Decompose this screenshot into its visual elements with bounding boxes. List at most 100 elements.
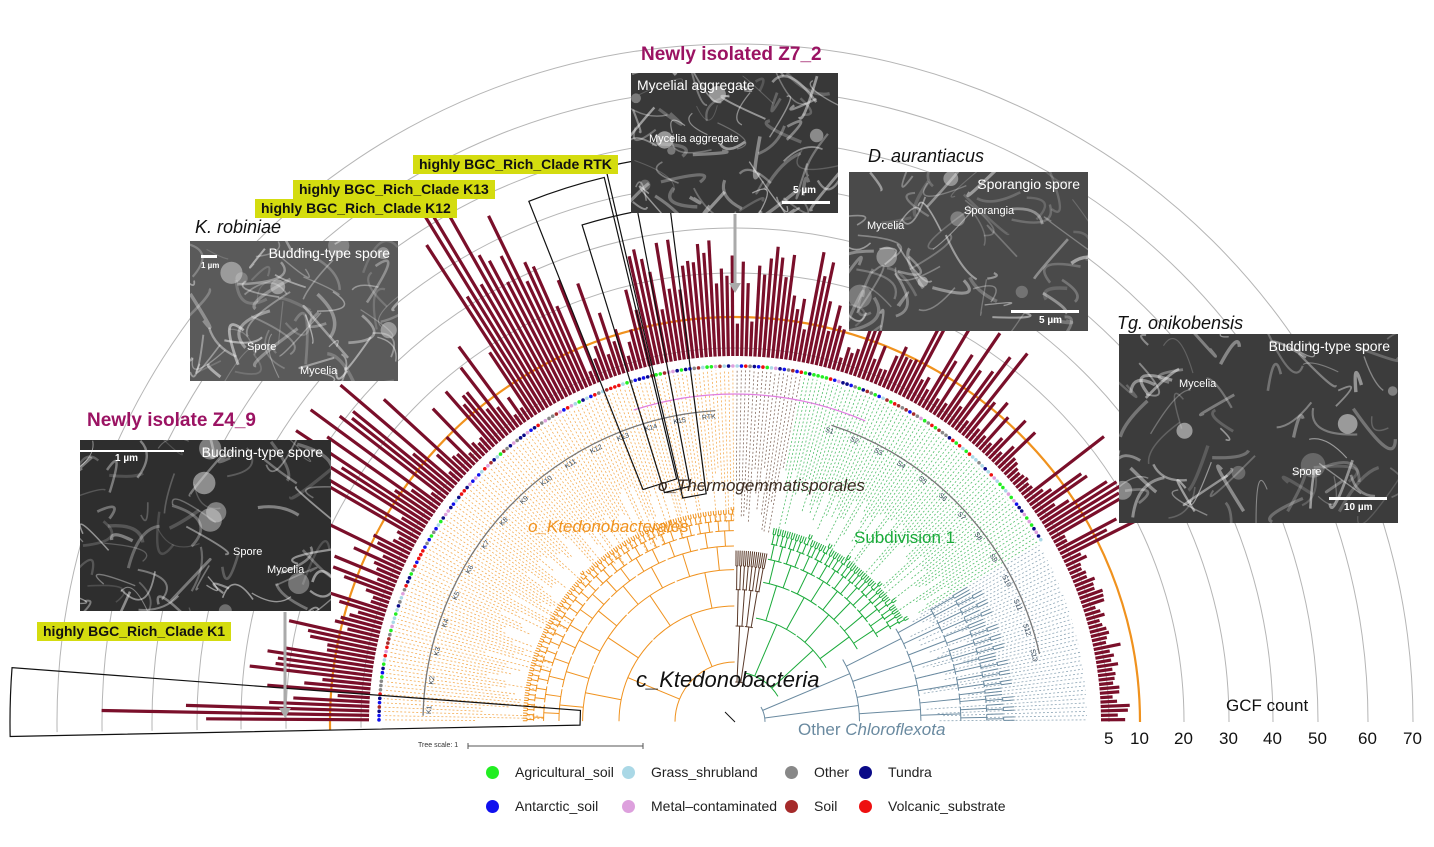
tree-branch <box>578 639 601 652</box>
tree-branch <box>660 527 665 534</box>
tree-branch <box>849 563 855 570</box>
sem-fiber <box>289 440 312 463</box>
tree-branch <box>537 654 545 658</box>
tree-branch <box>621 542 625 547</box>
tree-leaf <box>409 586 506 628</box>
gcf-bar <box>506 396 527 423</box>
sem-fiber <box>1386 334 1398 340</box>
tree-branch <box>959 698 986 703</box>
tree-branch <box>839 625 858 650</box>
sem-particle <box>1231 465 1246 480</box>
tree-branch <box>548 638 553 646</box>
tree-leaf <box>400 610 524 653</box>
sem-fiber <box>305 486 331 499</box>
tree-branch <box>581 570 585 574</box>
sem-fiber <box>979 279 988 316</box>
sem-fiber <box>634 159 675 193</box>
tree-leaf <box>623 387 658 487</box>
environment-dot <box>671 369 675 374</box>
tree-leaf <box>515 445 586 534</box>
environment-dot <box>1017 505 1021 510</box>
tree-branch <box>754 551 758 568</box>
tree-branch <box>986 713 1004 715</box>
gcf-bar <box>373 560 401 576</box>
gcf-bar <box>337 693 370 700</box>
sem-fiber <box>1052 319 1074 325</box>
tree-branch <box>628 553 644 563</box>
tree-branch <box>987 627 999 632</box>
sem-particle <box>198 508 222 532</box>
sem-fiber <box>268 333 280 379</box>
gcf-bar <box>457 345 520 429</box>
environment-dot <box>558 410 562 414</box>
tree-branch <box>834 552 839 560</box>
tree-branch <box>892 610 899 615</box>
annotation-label: Sporangia <box>964 205 1015 217</box>
tree-branch <box>724 530 726 547</box>
sem-fiber <box>228 328 255 353</box>
tree-branch <box>561 640 576 649</box>
order-label-subdivision-1: Subdivision 1 <box>854 528 956 547</box>
environment-dot <box>933 426 938 430</box>
tree-branch <box>1002 696 1014 699</box>
tree-leaf <box>801 386 843 512</box>
gcf-bar <box>997 431 1037 470</box>
sem-fiber <box>896 243 933 283</box>
sem-fiber <box>298 356 335 370</box>
gcf-bar <box>1059 528 1108 556</box>
environment-dot <box>518 436 523 440</box>
tree-branch <box>984 696 987 703</box>
gcf-bar <box>844 352 854 374</box>
clade-label: RTK <box>702 414 717 422</box>
sem-fiber <box>119 591 132 611</box>
tree-branch <box>929 608 937 619</box>
tree-branch <box>895 628 907 649</box>
tree-branch <box>607 637 639 659</box>
sem-fiber <box>635 181 648 201</box>
sem-fiber <box>668 186 698 209</box>
tree-leaf <box>922 556 1046 623</box>
gcf-bar <box>1003 461 1019 476</box>
sem-fiber <box>926 172 960 208</box>
tree-branch <box>961 605 978 614</box>
tree-branch <box>771 649 814 689</box>
gcf-bar <box>753 265 762 357</box>
sem-particle <box>1176 422 1193 439</box>
tree-leaf <box>627 386 673 526</box>
tree-branch <box>965 614 982 622</box>
environment-dot <box>604 388 609 392</box>
sem-texture <box>80 440 331 611</box>
tree-leaf <box>398 618 514 655</box>
tree-branch <box>587 568 592 573</box>
tree-branch <box>748 566 753 591</box>
sem-fiber <box>696 105 718 121</box>
tree-leaf <box>870 462 974 575</box>
gcf-bar <box>702 252 713 357</box>
tree-leaf <box>853 440 948 565</box>
environment-dot <box>1014 502 1019 506</box>
sem-fiber <box>754 77 765 92</box>
environment-dot <box>1009 495 1014 500</box>
tree-leaf <box>967 681 1085 696</box>
gcf-bar <box>1000 457 1017 473</box>
tree-branch <box>699 516 702 524</box>
gcf-bar <box>971 401 1009 445</box>
tree-branch <box>666 529 675 533</box>
tree-branch <box>828 557 835 567</box>
clade-label: K8 <box>499 516 510 527</box>
environment-dot <box>596 391 601 395</box>
tree-leaf <box>453 509 553 585</box>
tree-branch <box>606 552 611 557</box>
tree-branch <box>547 631 554 636</box>
tree-branch <box>628 538 632 543</box>
tree-branch <box>827 546 831 549</box>
sem-fiber <box>1281 475 1314 496</box>
environment-dot <box>633 378 638 383</box>
tree-leaf <box>384 689 520 703</box>
gcf-bar <box>333 554 398 584</box>
tree-branch <box>999 672 1011 676</box>
tree-leaf <box>908 471 983 547</box>
environment-dot <box>431 530 436 535</box>
tree-branch <box>744 672 779 697</box>
tree-branch <box>974 638 991 645</box>
